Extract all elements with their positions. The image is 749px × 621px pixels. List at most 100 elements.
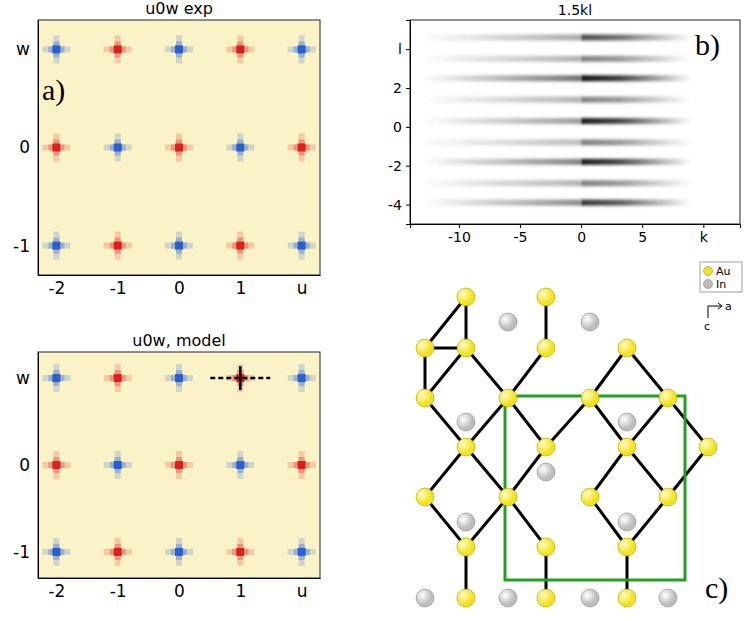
spot-part (114, 45, 122, 53)
spot-part (299, 370, 305, 386)
x-axis: -2-101u (39, 578, 321, 601)
atom-in (618, 513, 636, 531)
spot-part (110, 375, 126, 381)
spot-part (226, 549, 254, 555)
plot-background (38, 20, 320, 275)
plot-area (38, 20, 320, 275)
bonds (425, 297, 708, 598)
streak (581, 118, 691, 124)
panel-label-patch (41, 73, 66, 107)
spot-part (48, 375, 64, 381)
spot (288, 134, 316, 162)
bond (508, 398, 546, 447)
spot-part (232, 549, 248, 555)
spot-part (288, 462, 316, 468)
tick: w (16, 39, 38, 59)
spot-part (176, 134, 182, 162)
panel-label: b) (695, 28, 720, 62)
spot-part (165, 549, 193, 555)
spot-part (237, 457, 243, 473)
spot-part (175, 548, 183, 556)
legend: AuIn (700, 262, 742, 292)
spot-part (299, 544, 305, 560)
tick-label: -4 (388, 197, 402, 213)
plot-area (38, 352, 320, 578)
y-axis-line (38, 353, 39, 579)
streak (422, 159, 581, 165)
spot-part (115, 457, 121, 473)
spot-part (294, 46, 310, 52)
spot-part (298, 461, 306, 469)
spot-part (165, 462, 193, 468)
spot-part (237, 41, 243, 57)
spot-part (53, 232, 59, 260)
spot-part (115, 35, 121, 63)
atom-au (457, 589, 475, 607)
streak (581, 180, 691, 186)
bond (546, 398, 590, 447)
streak (422, 56, 581, 62)
spot (226, 451, 254, 479)
spot-part (226, 243, 254, 249)
spot (226, 134, 254, 162)
spot-part (110, 462, 126, 468)
atom-au (416, 488, 434, 506)
spot-part (294, 549, 310, 555)
tick-label: u (297, 278, 308, 298)
bond (627, 447, 668, 497)
atom-au (659, 389, 677, 407)
spot-part (104, 549, 132, 555)
tick: u (297, 275, 308, 298)
spot-part (52, 45, 60, 53)
spot-part (294, 462, 310, 468)
atom-in (416, 589, 434, 607)
atom-in (457, 413, 475, 431)
streak (422, 75, 581, 81)
atom-in (659, 589, 677, 607)
tick-label: -10 (448, 229, 471, 245)
spot-part (176, 232, 182, 260)
axis-indicator: ac (704, 300, 732, 333)
spot-part (237, 134, 243, 162)
bond (425, 447, 466, 497)
axis-indicator-label: a (725, 300, 732, 313)
tick: -2 (48, 275, 65, 298)
unit-cell (505, 396, 685, 580)
spot-part (171, 46, 187, 52)
tick-mark (581, 224, 582, 228)
spot-part (236, 548, 244, 556)
atom-au (699, 438, 717, 456)
spot (104, 35, 132, 63)
spot-part (175, 374, 183, 382)
spot-part (176, 140, 182, 156)
plot-frame (410, 20, 740, 224)
spot-part (115, 140, 121, 156)
spot-part (299, 538, 305, 566)
atom-au (581, 389, 599, 407)
spot-part (53, 364, 59, 392)
tick: -2 (388, 158, 410, 174)
spot-part (299, 134, 305, 162)
spot-part (53, 140, 59, 156)
spot-part (53, 451, 59, 479)
atom-in (537, 463, 555, 481)
spot (42, 134, 70, 162)
atom-in (618, 413, 636, 431)
tick-label: -1 (13, 236, 30, 256)
spot-part (115, 538, 121, 566)
x-axis-line (411, 225, 741, 229)
spot-part (299, 451, 305, 479)
spot-part (53, 134, 59, 162)
streak (581, 34, 691, 40)
atom-au (537, 438, 555, 456)
atom-au (537, 288, 555, 306)
tick-mark (642, 224, 643, 228)
spot-part (171, 462, 187, 468)
spot-part (104, 462, 132, 468)
spot-part (115, 134, 121, 162)
tick-mark (406, 49, 410, 50)
spot-part (232, 145, 248, 151)
bond (668, 398, 708, 447)
tick-label: k (700, 229, 709, 245)
spot-part (114, 548, 122, 556)
